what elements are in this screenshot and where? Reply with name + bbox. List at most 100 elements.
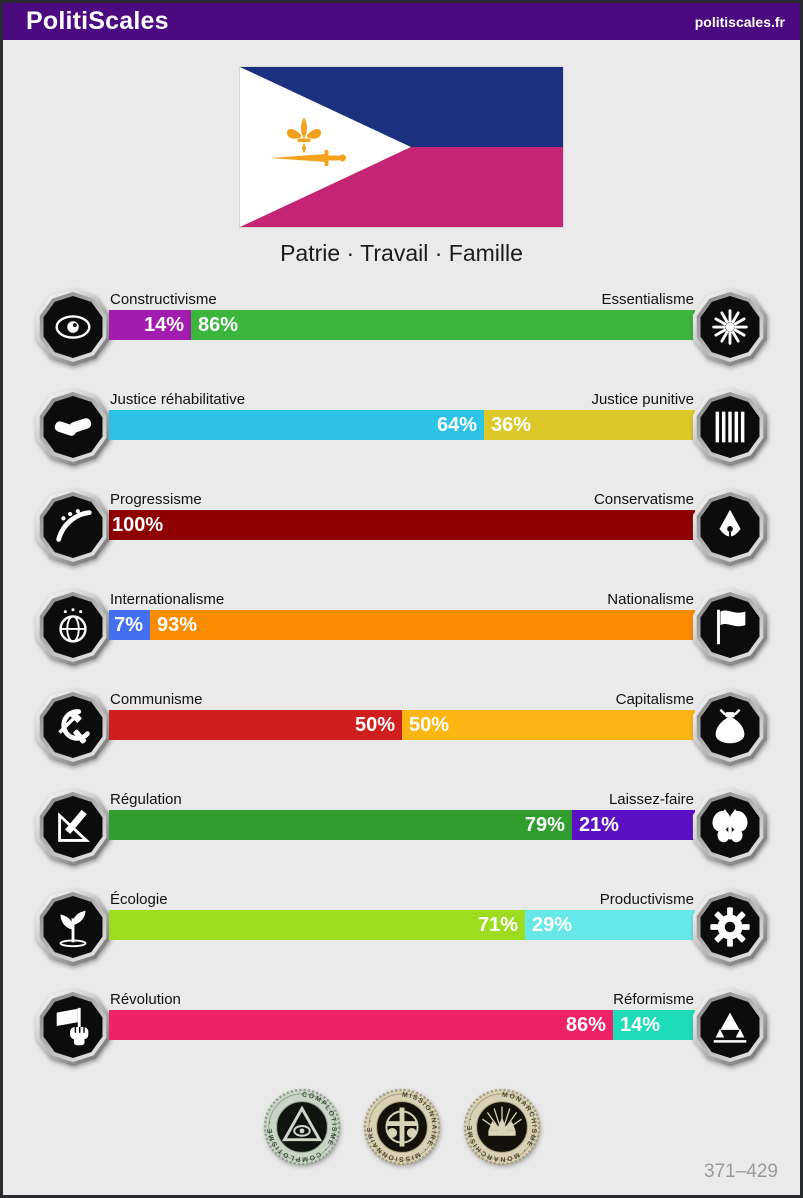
badge-art [43,396,103,458]
axis-labels: Progressisme Conservatisme [109,488,695,508]
axis-left-segment: 79% [109,810,572,840]
badge-art [700,896,760,958]
axis-row: Progressisme Conservatisme 100% [3,488,800,566]
regulation-icon [34,788,112,866]
axis-right-segment: 50% [402,710,695,740]
axis-labels: Constructivisme Essentialisme [109,288,695,308]
axis-row: Constructivisme Essentialisme 14% 86% [3,288,800,366]
axis-row: Écologie Productivisme 71% 29% [3,888,800,966]
axis-bar: 7% 93% [109,610,695,640]
axis-right-percent: 50% [409,713,450,736]
axis-bar-area: Communisme Capitalisme 50% 50% [109,688,695,740]
communism-icon [34,688,112,766]
axis-left-segment: 100% [109,510,695,540]
axis-row: Révolution Réformisme 86% 14% [3,988,800,1066]
badge-art [700,496,760,558]
axis-right-percent: 21% [578,813,619,836]
axis-left-segment: 50% [109,710,402,740]
header-bar: PolitiScales politiscales.fr [3,3,800,40]
axis-bar: 100% [109,510,695,540]
axis-labels: Communisme Capitalisme [109,688,695,708]
axis-right-percent: 93% [157,613,198,636]
axis-labels: Internationalisme Nationalisme [109,588,695,608]
axis-bar: 64% 36% [109,410,695,440]
ecology-icon [34,888,112,966]
axis-right-segment: 14% [612,1010,695,1040]
flag-container [3,67,800,227]
axis-right-label: Conservatisme [593,491,694,508]
axis-left-segment: 14% [109,310,192,340]
axis-labels: Justice réhabilitative Justice punitive [109,388,695,408]
sword-icon [270,150,346,166]
axis-bar: 79% 21% [109,810,695,840]
axis-bar-area: Révolution Réformisme 86% 14% [109,988,695,1040]
missionnaire-badge: MISSIONNAIRE · MISSIONNAIRE · [363,1088,441,1166]
axis-right-segment: 21% [571,810,695,840]
fleur-de-lis-icon [286,117,322,153]
internationalism-icon [34,588,112,666]
revolution-icon [34,988,112,1066]
laissez-faire-icon [691,788,769,866]
reformism-icon [691,988,769,1066]
badge-art [43,896,103,958]
axis-left-label: Internationalisme [110,591,225,608]
axis-left-percent: 86% [565,1013,606,1036]
productivism-icon [691,888,769,966]
axis-left-label: Progressisme [110,491,202,508]
axis-right-label: Réformisme [613,991,694,1008]
nationalism-icon [691,588,769,666]
axis-right-label: Essentialisme [601,291,694,308]
axis-left-segment: 86% [109,1010,613,1040]
badge-art [43,996,103,1058]
axis-left-label: Écologie [110,891,168,908]
axis-labels: Régulation Laissez-faire [109,788,695,808]
axis-right-label: Nationalisme [607,591,694,608]
flag-image [240,67,563,227]
axis-right-segment: 36% [484,410,695,440]
monarchisme-badge: MONARCHISME · MONARCHISME · [463,1088,541,1166]
axis-right-segment: 93% [150,610,695,640]
conservatism-icon [691,488,769,566]
axis-left-percent: 50% [354,713,395,736]
axis-bar: 71% 29% [109,910,695,940]
constructivism-icon [34,288,112,366]
app-title: PolitiScales [26,7,169,35]
axis-left-label: Constructivisme [110,291,217,308]
axis-left-label: Révolution [110,991,181,1008]
axes-list: Constructivisme Essentialisme 14% 86% Ju… [3,288,800,1066]
axis-left-percent: 71% [478,913,519,936]
badge-art [700,696,760,758]
axis-bar-area: Régulation Laissez-faire 79% 21% [109,788,695,840]
axis-row: Régulation Laissez-faire 79% 21% [3,788,800,866]
axis-row: Internationalisme Nationalisme 7% 93% [3,588,800,666]
axis-left-percent: 14% [144,313,185,336]
axis-left-segment: 7% [109,610,151,640]
badge-art [700,596,760,658]
axis-bar-area: Progressisme Conservatisme 100% [109,488,695,540]
badge-art [700,396,760,458]
axis-left-label: Régulation [110,791,182,808]
axis-bar-area: Constructivisme Essentialisme 14% 86% [109,288,695,340]
badge-art [43,796,103,858]
axis-right-segment: 29% [525,910,695,940]
axis-left-label: Justice réhabilitative [110,391,246,408]
axis-right-label: Justice punitive [591,391,694,408]
progressivism-icon [34,488,112,566]
site-link[interactable]: politiscales.fr [694,13,785,30]
axis-row: Justice réhabilitative Justice punitive … [3,388,800,466]
essentialism-icon [691,288,769,366]
axis-labels: Révolution Réformisme [109,988,695,1008]
axis-right-label: Productivisme [599,891,694,908]
axis-right-percent: 86% [198,313,239,336]
axis-bar-area: Justice réhabilitative Justice punitive … [109,388,695,440]
axis-left-label: Communisme [110,691,203,708]
bonus-badges: COMPLOTISME · COMPLOTISME · MISSIONNAIRE… [3,1088,800,1166]
badge-art [43,296,103,358]
rehabilitative-justice-icon [34,388,112,466]
axis-bar: 14% 86% [109,310,695,340]
axis-left-segment: 64% [109,410,485,440]
axis-left-percent: 79% [524,813,565,836]
axis-left-percent: 7% [114,613,144,636]
badge-art [43,596,103,658]
